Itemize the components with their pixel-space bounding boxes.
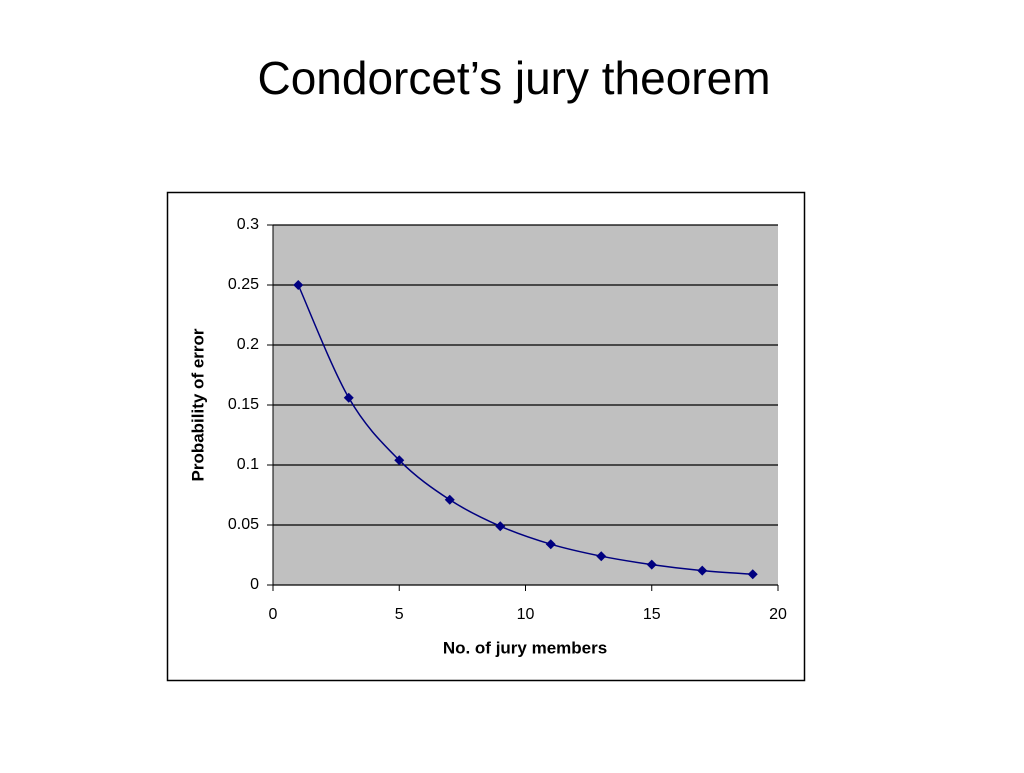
data-point [394,455,405,466]
series-line [297,284,753,575]
y-tick-label: 0.05 [228,516,259,533]
y-tick-label: 0.3 [237,216,259,233]
slide-title: Condorcet’s jury theorem [257,52,770,104]
y-tick-label: 0.2 [237,336,259,353]
x-tick-label: 0 [269,606,278,623]
data-point [495,521,506,532]
data-point [343,392,354,403]
data-point [697,565,708,576]
x-tick-label: 20 [769,606,787,623]
x-tick-label: 15 [643,606,661,623]
x-tick-label: 5 [395,606,404,623]
y-tick-label: 0 [250,576,259,593]
data-point [646,559,657,570]
y-tick-label: 0.15 [228,396,259,413]
data-point [747,569,758,580]
y-tick-label: 0.1 [237,456,259,473]
data-point [545,539,556,550]
x-axis-title: No. of jury members [443,638,607,657]
y-axis-title: Probability of error [188,328,207,481]
data-point [444,494,455,505]
data-point [596,551,607,562]
y-tick-label: 0.25 [228,276,259,293]
x-tick-label: 10 [517,606,535,623]
data-point [293,280,304,290]
